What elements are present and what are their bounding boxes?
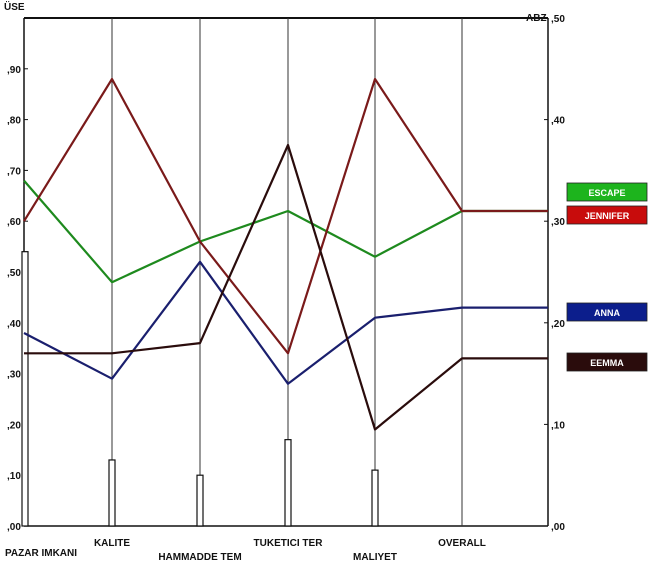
right-axis-title: ABZ (526, 13, 547, 24)
right-tick-label: ,20 (551, 319, 565, 330)
category-label: MALIYET (353, 552, 397, 563)
legend-label-eemma: EEMMA (590, 358, 624, 368)
right-tick-label: ,10 (551, 420, 565, 431)
series-line-escape (23, 179, 548, 284)
legend-label-escape: ESCAPE (588, 188, 625, 198)
left-tick-label: ,70 (7, 166, 21, 177)
category-label: PAZAR IMKANI (5, 548, 77, 559)
category-label: OVERALL (438, 538, 486, 549)
left-tick-label: ,00 (7, 522, 21, 533)
series-lines (23, 77, 548, 431)
left-tick-label: ,50 (7, 268, 21, 279)
right-tick-label: ,50 (551, 14, 565, 25)
left-tick-label: ,40 (7, 319, 21, 330)
category-label: TUKETICI TER (254, 538, 324, 549)
legend-label-jennifer: JENNIFER (585, 211, 630, 221)
series-line-jennifer (23, 77, 548, 355)
legend-swatch-escape (566, 182, 648, 202)
left-tick-label: ,90 (7, 65, 21, 76)
legend-label-anna: ANNA (594, 308, 620, 318)
left-tick-label: ,30 (7, 370, 21, 381)
left-tick-label: ,80 (7, 116, 21, 127)
weight-bar-4 (284, 439, 292, 527)
left-tick-label: ,20 (7, 420, 21, 431)
right-tick-label: ,40 (551, 116, 565, 127)
bars-group (21, 251, 379, 527)
series-line-anna (23, 260, 548, 385)
category-labels: PAZAR IMKANI KALITE HAMMADDE TEM TUKETICI T… (5, 538, 486, 563)
weight-bar-2 (108, 459, 116, 527)
weight-bar-1 (21, 251, 29, 527)
weight-bar-3 (196, 474, 204, 527)
legend-swatch-jennifer (566, 205, 648, 225)
right-tick-label: ,30 (551, 217, 565, 228)
legend: ESCAPE JENNIFER ANNA EEMMA (566, 182, 648, 372)
left-axis-title: ÜSE (4, 0, 25, 13)
category-label: KALITE (94, 538, 130, 549)
weight-bar-5 (371, 469, 379, 527)
right-tick-label: ,00 (551, 522, 565, 533)
left-tick-label: ,10 (7, 471, 21, 482)
legend-swatch-eemma (566, 352, 648, 372)
category-label: HAMMADDE TEM (158, 552, 241, 563)
left-tick-label: ,60 (7, 217, 21, 228)
right-axis-ticks: ,00 ,10 ,20 ,30 ,40 ,50 (544, 14, 565, 533)
legend-swatch-anna (566, 302, 648, 322)
series-line-eemma (24, 143, 548, 431)
